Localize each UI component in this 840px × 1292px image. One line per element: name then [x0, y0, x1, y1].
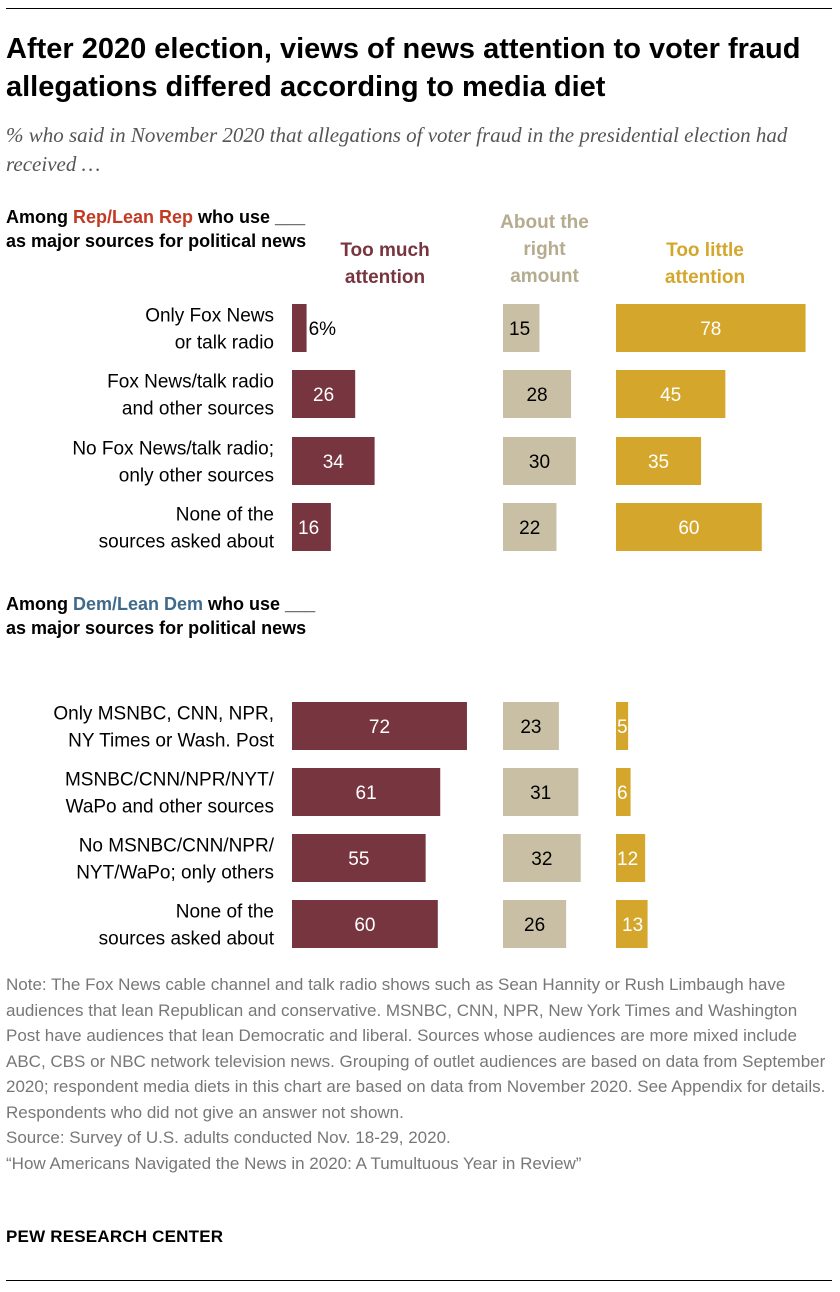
bar — [503, 503, 557, 551]
rep-row: Fox News/talk radio and other sources 26 28… — [107, 370, 726, 420]
category-label: NYT/WaPo; only others — [76, 863, 274, 884]
category-label: sources asked about — [99, 929, 275, 950]
bar — [292, 834, 426, 882]
data-label: 55 — [348, 849, 369, 870]
data-label: 15 — [509, 319, 530, 340]
chart-title: After 2020 election, views of news atten… — [6, 33, 801, 103]
dem-group-highlight: Dem/Lean Dem — [73, 594, 204, 614]
category-label: or talk radio — [175, 333, 274, 354]
data-label: 26 — [313, 385, 334, 406]
data-label: 60 — [354, 915, 375, 936]
data-label: 26 — [524, 915, 545, 936]
category-label: Only MSNBC, CNN, NPR, — [53, 704, 274, 725]
data-label: 6 — [617, 783, 628, 804]
bar — [616, 370, 726, 418]
note-text: Note: The Fox News cable channel and tal… — [6, 975, 826, 1122]
data-label: 35 — [648, 452, 669, 473]
category-label: Fox News/talk radio — [107, 372, 274, 393]
dem-row: MSNBC/CNN/NPR/NYT/WaPo and other sources… — [65, 768, 631, 818]
category-label: sources asked about — [99, 532, 275, 553]
category-label: MSNBC/CNN/NPR/NYT/ — [65, 770, 275, 791]
column-header-too-little: Too little attention — [664, 240, 746, 288]
bar — [503, 370, 572, 418]
data-label: 34 — [323, 452, 345, 473]
data-label: 5 — [617, 717, 628, 738]
column-header-right-amount: About the right amount — [500, 212, 589, 287]
bar — [292, 304, 307, 352]
rep-row: Only Fox News or talk radio 6% 15 78 — [145, 304, 806, 354]
column-header-too-much: Too much attention — [340, 240, 430, 288]
bar — [503, 900, 567, 948]
data-label: 31 — [530, 783, 551, 804]
bar — [292, 702, 467, 750]
bar — [503, 437, 576, 485]
rep-row: No Fox News/talk radio; only other source… — [72, 437, 702, 487]
data-label: 30 — [529, 452, 550, 473]
bar — [292, 370, 356, 418]
category-label: Only Fox News — [145, 306, 274, 327]
category-label: only other sources — [119, 466, 274, 487]
dem-group-label-post: who use ___ as major sources for politic… — [6, 594, 316, 638]
bar — [616, 900, 648, 948]
category-label: No Fox News/talk radio; — [72, 439, 274, 460]
bar — [616, 503, 762, 551]
chart-subtitle: % who said in November 2020 that allegat… — [6, 123, 788, 176]
source-text: Source: Survey of U.S. adults conducted … — [6, 1128, 451, 1147]
bar — [503, 768, 579, 816]
bar — [292, 503, 331, 551]
category-label: None of the — [176, 902, 274, 923]
data-label: 22 — [519, 518, 540, 539]
category-label: No MSNBC/CNN/NPR/ — [79, 836, 275, 857]
category-label: NY Times or Wash. Post — [68, 731, 275, 752]
bottom-rule — [6, 1280, 832, 1281]
data-label: 13 — [622, 915, 643, 936]
bar — [292, 437, 375, 485]
rep-row: None of the sources asked about 16 22 60 — [99, 503, 762, 553]
category-label: and other sources — [122, 399, 274, 420]
data-label: 23 — [520, 717, 541, 738]
bar — [616, 768, 631, 816]
bar — [503, 834, 581, 882]
bar — [503, 702, 559, 750]
data-label: 45 — [660, 385, 681, 406]
dem-row: None of the sources asked about 60 26 13 — [99, 900, 648, 950]
category-label: WaPo and other sources — [66, 797, 274, 818]
dem-group-label: Among Dem/Lean Dem who use ___ as major … — [6, 592, 326, 640]
bar — [503, 304, 540, 352]
top-rule — [6, 8, 832, 9]
rep-group-label: Among Rep/Lean Rep who use ___ as major … — [6, 205, 326, 253]
bar — [616, 702, 629, 750]
dem-row: No MSNBC/CNN/NPR/NYT/WaPo; only others 55… — [76, 834, 646, 884]
bar — [616, 304, 806, 352]
data-label: 6% — [309, 319, 337, 340]
notes-block: Note: The Fox News cable channel and tal… — [6, 972, 834, 1176]
rep-group-label-post: who use ___ as major sources for politic… — [6, 207, 307, 251]
rep-group-highlight: Rep/Lean Rep — [73, 207, 194, 227]
data-label: 28 — [526, 385, 547, 406]
bar — [616, 437, 702, 485]
bar — [292, 900, 438, 948]
rep-group-label-pre: Among — [6, 207, 73, 227]
bar — [292, 768, 441, 816]
bar-chart: Only Fox News or talk radio 6% 15 78 Fox News… — [53, 304, 806, 950]
report-title-text: “How Americans Navigated the News in 202… — [6, 1153, 582, 1173]
dem-row: Only MSNBC, CNN, NPR, NY Times or Wash. P… — [53, 702, 629, 752]
data-label: 72 — [369, 717, 390, 738]
data-label: 60 — [678, 518, 699, 539]
data-label: 12 — [617, 849, 638, 870]
data-label: 61 — [356, 783, 377, 804]
dem-group-label-pre: Among — [6, 594, 73, 614]
data-label: 32 — [531, 849, 552, 870]
data-label: 78 — [700, 319, 721, 340]
data-label: 16 — [298, 518, 319, 539]
pew-logo: PEW RESEARCH CENTER — [6, 1227, 224, 1246]
category-label: None of the — [176, 505, 274, 526]
bar — [616, 834, 646, 882]
